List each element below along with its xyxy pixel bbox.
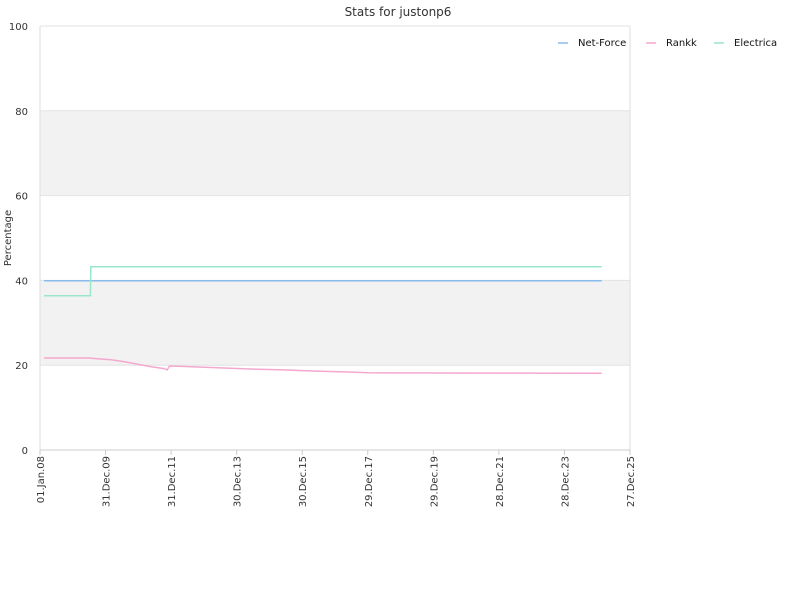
plot-band bbox=[40, 110, 630, 196]
y-tick-labels: 0 20 40 60 80 100 bbox=[9, 22, 28, 457]
y-axis-label: Percentage bbox=[3, 210, 14, 266]
x-tick-label: 27.Dec.25 bbox=[626, 456, 637, 507]
x-tick-label: 01.Jan.08 bbox=[36, 456, 47, 503]
y-tick-label: 40 bbox=[15, 276, 28, 287]
legend-label: Net-Force bbox=[578, 38, 626, 49]
y-tick-label: 100 bbox=[9, 22, 28, 33]
x-tick-label: 29.Dec.19 bbox=[429, 456, 440, 507]
series-line bbox=[44, 357, 602, 375]
legend-label: Rankk bbox=[666, 38, 697, 49]
grid-lines bbox=[40, 25, 630, 451]
axes bbox=[39, 26, 631, 451]
x-tick-label: 28.Dec.23 bbox=[560, 456, 571, 507]
y-tick-label: 80 bbox=[15, 107, 28, 118]
y-tick-label: 0 bbox=[22, 446, 28, 457]
x-tick-label: 29.Dec.17 bbox=[364, 456, 375, 507]
chart-title: Stats for justonp6 bbox=[345, 5, 452, 19]
y-tick-label: 20 bbox=[15, 361, 28, 372]
legend: Net-Force Rankk Electrica bbox=[558, 38, 777, 49]
plot-bands bbox=[40, 110, 630, 366]
x-tick-labels: 01.Jan.08 31.Dec.09 31.Dec.11 30.Dec.13 30.D… bbox=[36, 450, 637, 507]
x-tick-label: 30.Dec.13 bbox=[233, 456, 244, 507]
plot-band bbox=[40, 280, 630, 366]
x-tick-label: 28.Dec.21 bbox=[495, 456, 506, 507]
series-lines bbox=[44, 266, 602, 375]
x-tick-label: 31.Dec.11 bbox=[167, 456, 178, 507]
series-line bbox=[44, 266, 602, 297]
legend-label: Electrica bbox=[734, 38, 777, 49]
y-tick-label: 60 bbox=[15, 192, 28, 203]
x-tick-label: 30.Dec.15 bbox=[298, 456, 309, 507]
x-tick-label: 31.Dec.09 bbox=[102, 456, 113, 507]
